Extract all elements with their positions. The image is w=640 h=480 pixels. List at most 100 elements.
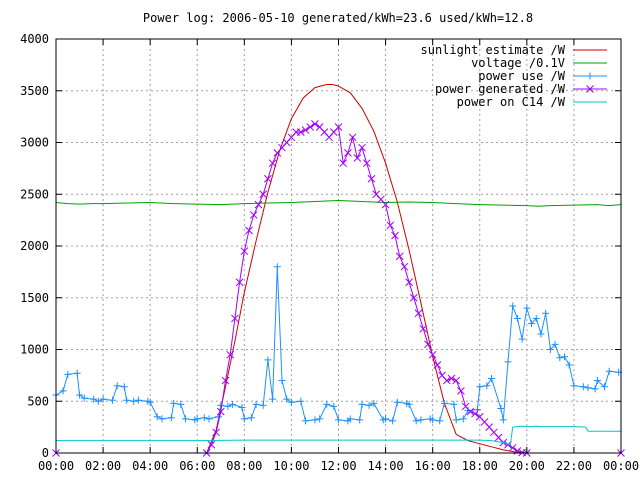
series-0 [56,84,621,454]
data-point-marker [414,309,423,318]
data-point-marker [229,400,237,408]
x-tick-label: 20:00 [509,459,545,473]
data-point-marker [311,120,319,128]
series-3 [52,120,625,457]
data-point-marker [247,414,255,422]
data-point-marker [348,133,357,142]
data-point-marker [120,383,128,391]
data-point-marker [508,443,517,452]
data-point-marker [240,415,248,423]
data-point-marker [405,400,413,408]
data-point-marker [216,407,225,416]
data-point-marker [442,376,451,385]
data-point-marker [217,401,225,409]
axis-ticks: 00:00 02:00 04:00 06:00 08:00 10:00 12:00 14:00… [20,32,639,473]
data-point-marker [207,440,216,449]
data-point-marker [584,384,592,392]
data-point-marker [264,174,272,183]
data-point-marker [518,335,526,343]
x-tick-label: 16:00 [415,459,451,473]
data-point-marker [153,413,161,421]
data-point-marker [381,200,390,209]
data-point-marker [358,400,366,408]
data-point-marker [362,159,371,168]
data-point-marker [80,394,88,402]
data-point-marker [240,247,249,256]
data-point-marker [113,382,121,390]
data-point-marker [259,401,267,409]
data-point-marker [429,416,437,424]
data-point-marker [532,314,540,322]
data-point-marker [353,154,362,162]
data-point-marker [231,314,239,323]
data-point-marker [579,383,587,391]
data-point-marker [226,350,235,359]
data-point-marker [405,278,413,287]
data-point-marker [395,252,404,261]
data-point-marker [170,399,178,407]
data-point-marker [591,385,599,393]
data-point-marker [400,262,409,271]
data-point-marker [537,330,545,338]
data-point-marker [513,314,521,322]
data-point-marker [344,148,352,157]
data-point-marker [546,346,554,353]
data-point-marker [499,416,507,424]
y-tick-label: 3500 [20,84,49,98]
data-point-marker [433,361,442,369]
data-point-marker [382,415,390,423]
data-point-marker [306,123,315,131]
data-point-marker [488,374,496,382]
data-point-marker [570,382,578,390]
data-point-marker [476,383,484,391]
data-point-marker [94,397,102,405]
data-point-marker [59,387,67,395]
data-point-marker [90,395,98,403]
series-2 [52,263,623,425]
data-point-marker [283,395,291,403]
data-point-marker [346,415,354,423]
x-tick-label: 06:00 [179,459,215,473]
series-4 [56,425,621,446]
y-tick-label: 1500 [20,291,49,305]
x-tick-label: 00:00 [603,459,639,473]
x-tick-label: 04:00 [132,459,168,473]
data-point-marker [393,398,401,406]
data-point-marker [556,354,564,362]
data-point-marker [264,356,272,364]
data-point-marker [528,320,536,328]
data-point-marker [297,397,305,405]
data-point-marker [365,401,373,409]
data-point-marker [459,415,467,423]
data-point-marker [259,190,268,199]
data-point-marker [586,85,594,93]
data-point-marker [167,414,175,422]
data-point-marker [73,369,81,377]
data-point-marker [334,123,343,131]
data-point-marker [335,416,342,424]
data-point-marker [205,415,213,423]
data-point-marker [386,221,395,230]
data-point-marker [311,416,319,424]
y-tick-label: 1000 [20,343,49,357]
data-point-marker [551,340,559,348]
y-tick-label: 2500 [20,187,49,201]
series-line [56,425,621,446]
data-point-marker [358,143,366,152]
data-point-marker [447,374,456,383]
data-point-marker [436,417,444,425]
legend-label: power generated /W [435,82,566,96]
data-point-marker [428,350,437,359]
data-point-marker [417,416,425,424]
data-point-marker [99,395,107,403]
data-point-marker [221,376,230,385]
data-point-marker [504,358,512,366]
data-point-marker [593,377,601,385]
data-point-marker [339,159,348,168]
x-tick-label: 22:00 [556,459,592,473]
data-point-marker [409,293,418,302]
x-tick-label: 10:00 [273,459,309,473]
data-point-marker [586,72,594,80]
data-point-marker [440,399,448,407]
